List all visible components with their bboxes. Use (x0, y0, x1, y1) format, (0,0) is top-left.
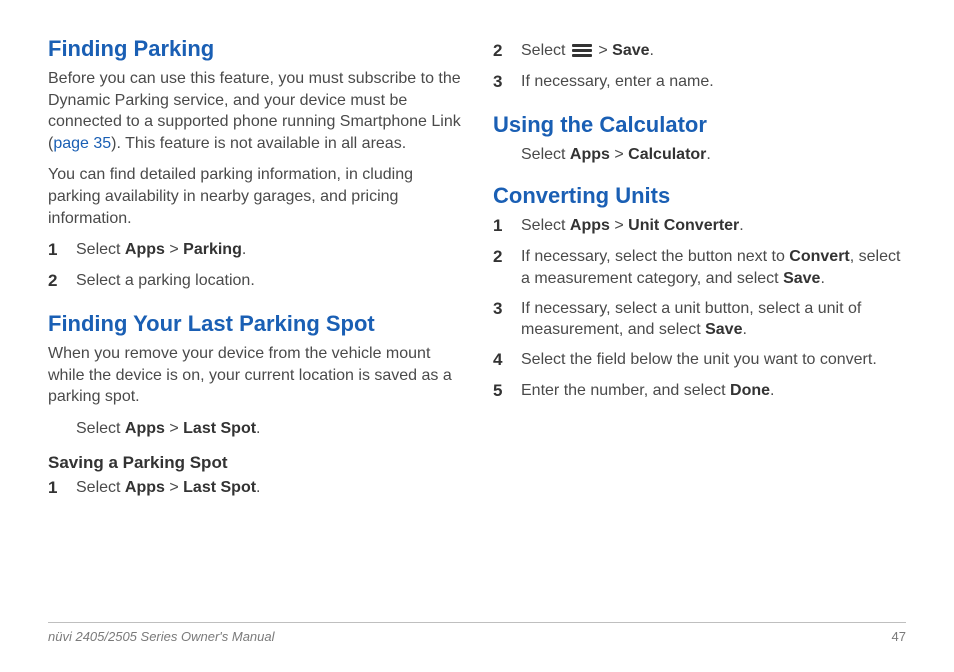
text: > (165, 241, 183, 258)
page-number: 47 (892, 629, 906, 644)
heading-using-calculator: Using the Calculator (493, 112, 906, 138)
text: > (594, 42, 612, 59)
step-item: Select Apps > Last Spot. (48, 477, 461, 500)
text: Select (521, 42, 570, 59)
bold-text: Apps (570, 146, 610, 163)
bold-text: Save (705, 321, 742, 338)
bold-text: Save (612, 42, 649, 59)
instruction-line: Select Apps > Calculator. (521, 144, 906, 166)
text: . (650, 42, 654, 59)
page-footer: nüvi 2405/2505 Series Owner's Manual 47 (48, 622, 906, 644)
bold-text: Calculator (628, 146, 706, 163)
left-column: Finding Parking Before you can use this … (48, 36, 461, 508)
text: . (242, 241, 246, 258)
text: Select (76, 241, 125, 258)
step-text: If necessary, select the button next to … (521, 246, 906, 289)
heading-finding-parking: Finding Parking (48, 36, 461, 62)
bold-text: Apps (570, 217, 610, 234)
paragraph: When you remove your device from the veh… (48, 343, 461, 408)
step-text: Select Apps > Parking. (76, 239, 461, 261)
text: If necessary, select the button next to (521, 248, 789, 265)
bold-text: Unit Converter (628, 217, 739, 234)
step-text: Select a parking location. (76, 270, 461, 292)
instruction-line: Select Apps > Last Spot. (76, 418, 461, 440)
menu-icon (572, 42, 592, 59)
steps-list-continued: Select > Save. If necessary, enter a nam… (493, 40, 906, 94)
step-item: Select Apps > Unit Converter. (493, 215, 906, 238)
text: Select (76, 420, 125, 437)
subheading-saving-parking-spot: Saving a Parking Spot (48, 453, 461, 473)
bold-text: Apps (125, 479, 165, 496)
step-text: Select Apps > Last Spot. (76, 477, 461, 499)
step-item: Select a parking location. (48, 270, 461, 293)
step-text: Enter the number, and select Done. (521, 380, 906, 402)
text: > (610, 217, 628, 234)
step-item: Enter the number, and select Done. (493, 380, 906, 403)
step-item: If necessary, select a unit button, sele… (493, 298, 906, 341)
text: Select (76, 479, 125, 496)
bold-text: Parking (183, 241, 242, 258)
step-item: Select Apps > Parking. (48, 239, 461, 262)
steps-list: Select Apps > Last Spot. (48, 477, 461, 500)
text: Select (521, 217, 570, 234)
step-text: If necessary, select a unit button, sele… (521, 298, 906, 341)
text: . (256, 479, 260, 496)
footer-title: nüvi 2405/2505 Series Owner's Manual (48, 629, 275, 644)
page-link[interactable]: page 35 (53, 135, 111, 152)
text: > (165, 479, 183, 496)
step-item: Select > Save. (493, 40, 906, 63)
steps-list: Select Apps > Unit Converter. If necessa… (493, 215, 906, 402)
bold-text: Apps (125, 420, 165, 437)
paragraph: You can find detailed parking informatio… (48, 164, 461, 229)
step-text: Select > Save. (521, 40, 906, 62)
heading-last-parking-spot: Finding Your Last Parking Spot (48, 311, 461, 337)
text: > (610, 146, 628, 163)
text: Enter the number, and select (521, 382, 730, 399)
step-text: Select the field below the unit you want… (521, 349, 906, 371)
text: . (256, 420, 260, 437)
bold-text: Save (783, 270, 820, 287)
paragraph: Before you can use this feature, you mus… (48, 68, 461, 154)
right-column: Select > Save. If necessary, enter a nam… (493, 36, 906, 508)
steps-list: Select Apps > Parking. Select a parking … (48, 239, 461, 293)
heading-converting-units: Converting Units (493, 183, 906, 209)
text: . (820, 270, 824, 287)
bold-text: Convert (789, 248, 849, 265)
step-item: If necessary, select the button next to … (493, 246, 906, 289)
step-text: If necessary, enter a name. (521, 71, 906, 93)
step-text: Select Apps > Unit Converter. (521, 215, 906, 237)
text: . (742, 321, 746, 338)
text: If necessary, select a unit button, sele… (521, 300, 861, 339)
text: . (739, 217, 743, 234)
text: > (165, 420, 183, 437)
bold-text: Last Spot (183, 420, 256, 437)
bold-text: Apps (125, 241, 165, 258)
bold-text: Last Spot (183, 479, 256, 496)
page-body: Finding Parking Before you can use this … (0, 0, 954, 508)
text: . (706, 146, 710, 163)
text: . (770, 382, 774, 399)
text: ). This feature is not available in all … (111, 135, 406, 152)
bold-text: Done (730, 382, 770, 399)
step-item: Select the field below the unit you want… (493, 349, 906, 372)
text: Select (521, 146, 570, 163)
step-item: If necessary, enter a name. (493, 71, 906, 94)
